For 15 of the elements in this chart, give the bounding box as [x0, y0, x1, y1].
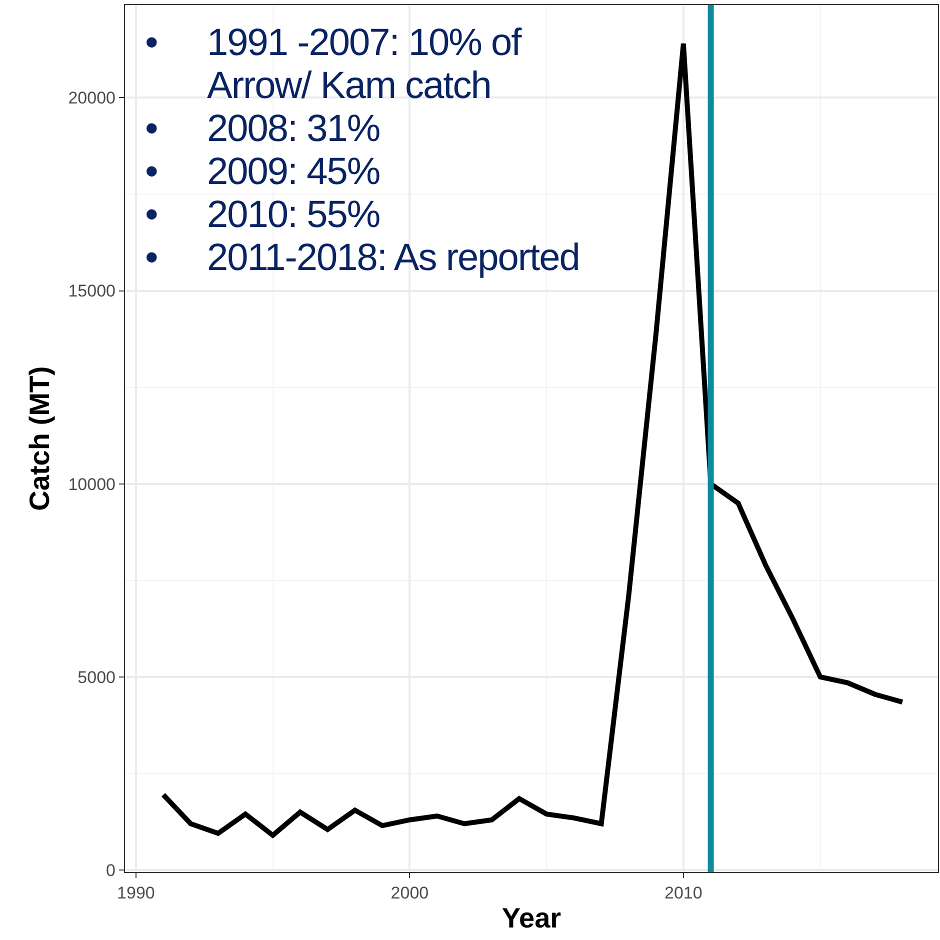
text: • 1991 -2007: 10% of Arrow/ Kam catch [145, 22, 521, 107]
text: • 2009: 45% [145, 150, 380, 193]
y-tick-label: 5000 [78, 668, 116, 687]
y-axis-title: Catch (MT) [24, 366, 55, 511]
y-tick-label: 20000 [68, 88, 116, 108]
y-tick-label: 15000 [68, 282, 116, 301]
y-tick-label: 10000 [68, 474, 116, 494]
x-tick-label: 2000 [390, 884, 429, 902]
text: • 2010: 55% [145, 194, 380, 236]
x-tick-label: 1990 [117, 884, 155, 902]
y-tick-label: 0 [106, 861, 116, 880]
text: • 2008: 31% [145, 108, 380, 150]
x-axis-title: Year [502, 902, 562, 934]
text: • 2011-2018: As reported [145, 236, 580, 279]
x-tick-label: 2010 [664, 884, 702, 902]
